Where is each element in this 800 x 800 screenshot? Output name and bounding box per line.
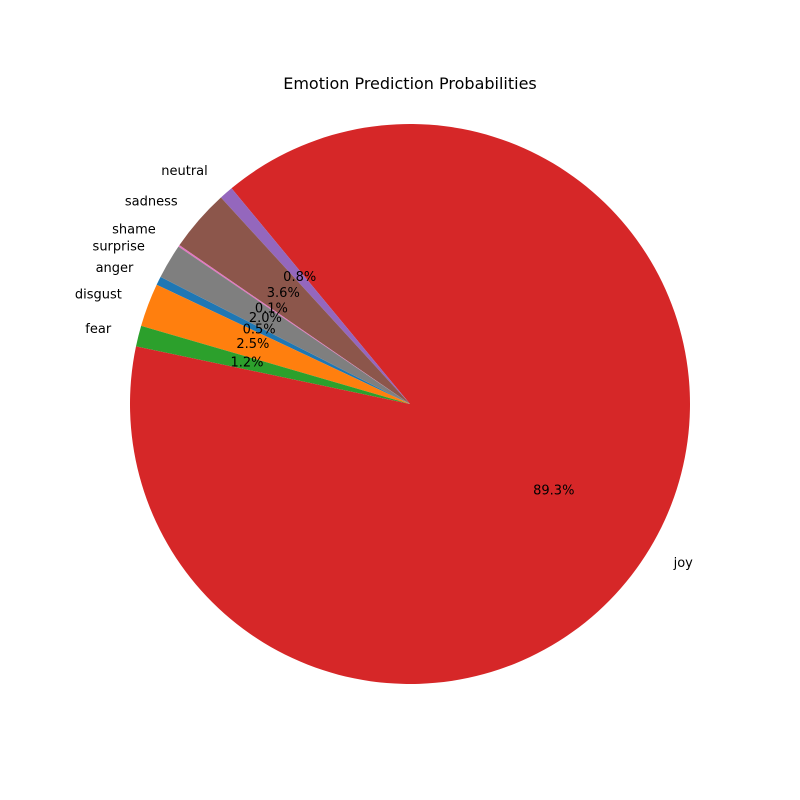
slice-label-anger: anger bbox=[96, 261, 134, 276]
slice-label-disgust: disgust bbox=[75, 288, 122, 303]
slice-label-surprise: surprise bbox=[93, 240, 145, 255]
pie-slice-surprise bbox=[160, 246, 410, 404]
pie-slice-sadness bbox=[179, 197, 410, 404]
slice-label-sadness: sadness bbox=[125, 194, 178, 209]
slice-percent-shame: 0.1% bbox=[255, 302, 288, 317]
pie-slice-shame bbox=[178, 245, 410, 404]
pie-percent-labels: 0.5%2.5% 1.2% 89.3% 0.8%3.6%0.1%2.0% bbox=[231, 270, 575, 499]
pie-slice-disgust bbox=[141, 284, 410, 404]
pie-slice-joy bbox=[130, 123, 690, 684]
pie-slice-fear bbox=[135, 325, 410, 404]
chart-title: Emotion Prediction Probabilities bbox=[283, 74, 537, 93]
slice-percent-anger: 0.5% bbox=[243, 323, 276, 338]
pie-slice-anger bbox=[156, 276, 410, 404]
slice-percent-surprise: 2.0% bbox=[249, 311, 282, 326]
slice-label-fear: fear bbox=[85, 322, 112, 337]
pie-category-labels: anger disgust fear joy neutral sadness shame su… bbox=[75, 164, 693, 571]
slice-percent-neutral: 0.8% bbox=[283, 270, 316, 285]
slice-label-shame: shame bbox=[112, 223, 156, 238]
pie-slices bbox=[130, 123, 690, 684]
slice-percent-fear: 1.2% bbox=[231, 356, 264, 371]
slice-label-joy: joy bbox=[673, 556, 694, 571]
pie-slice-neutral bbox=[220, 188, 410, 404]
slice-label-neutral: neutral bbox=[161, 164, 208, 179]
slice-percent-disgust: 2.5% bbox=[236, 337, 269, 352]
slice-percent-joy: 89.3% bbox=[533, 483, 574, 498]
slice-percent-sadness: 3.6% bbox=[267, 286, 300, 301]
